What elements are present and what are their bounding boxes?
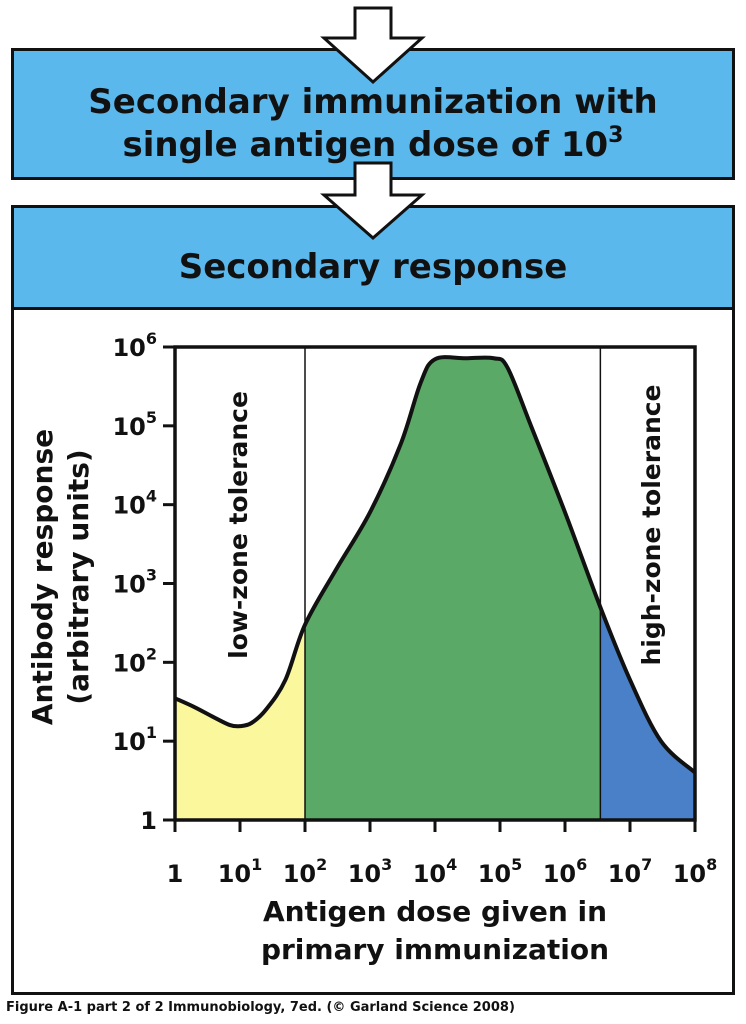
x-tick-label-4-base: 10 — [413, 860, 446, 888]
zones-layer — [175, 357, 695, 820]
y-tick-label-4-base: 10 — [112, 492, 145, 520]
immunization-title-line2-base: single antigen dose of 10 — [122, 125, 609, 165]
chart-svg: 1 101 102 103 104 105 106 107 108110110210310410… — [26, 6, 717, 966]
figure-caption: Figure A-1 part 2 of 2 Immunobiology, 7e… — [6, 1000, 515, 1015]
y-tick-label-3: 103 — [112, 566, 157, 599]
x-tick-label-2: 102 — [283, 855, 328, 888]
x-tick-label-6: 106 — [543, 855, 588, 888]
y-tick-label-3-exponent: 3 — [146, 566, 157, 585]
immunization-title-exponent: 3 — [608, 123, 624, 148]
y-tick-label-4-exponent: 4 — [146, 487, 157, 506]
x-tick-label-3-exponent: 3 — [381, 855, 392, 874]
immunization-title-line1: Secondary immunization with — [88, 82, 658, 122]
y-tick-label-0: 1 — [140, 807, 157, 835]
x-tick-label-1-exponent: 1 — [251, 855, 262, 874]
y-tick-label-6-base: 10 — [112, 334, 145, 362]
y-tick-label-6-exponent: 6 — [146, 329, 157, 348]
x-tick-label-8-base: 10 — [673, 860, 706, 888]
boundary-layer — [304, 347, 602, 820]
x-tick-label-4: 104 — [413, 855, 458, 888]
zone-fill-2 — [305, 357, 601, 820]
x-tick-label-6-exponent: 6 — [576, 855, 587, 874]
down-arrow-middle — [320, 161, 426, 240]
x-tick-label-1: 101 — [218, 855, 263, 888]
y-axis-label-line-2: (arbitrary units) — [62, 449, 95, 704]
y-tick-label-0-base: 1 — [140, 807, 157, 835]
response-curve — [174, 355, 697, 775]
zone-label-3: high-zone tolerance — [637, 384, 666, 665]
y-tick-label-5-base: 10 — [112, 413, 145, 441]
curve-layer — [174, 355, 697, 775]
y-tick-label-4: 104 — [112, 487, 157, 520]
y-tick-label-2-exponent: 2 — [146, 644, 157, 663]
y-tick-label-5: 105 — [112, 408, 157, 441]
x-tick-label-6-base: 10 — [543, 860, 576, 888]
y-axis-label-line-1: Antibody response — [26, 429, 59, 725]
y-tick-label-1-exponent: 1 — [146, 723, 157, 742]
x-tick-label-8-exponent: 8 — [706, 855, 717, 874]
x-tick-label-2-base: 10 — [283, 860, 316, 888]
labels-layer: 1 101 102 103 104 105 106 107 108110110210310410… — [26, 329, 717, 966]
y-tick-label-6: 106 — [112, 329, 157, 362]
x-tick-label-2-exponent: 2 — [316, 855, 327, 874]
y-tick-label-5-exponent: 5 — [146, 408, 157, 427]
x-tick-label-5: 105 — [478, 855, 523, 888]
x-tick-label-7: 107 — [608, 855, 653, 888]
y-tick-label-2-base: 10 — [112, 649, 145, 677]
x-tick-label-0: 1 — [167, 860, 184, 888]
down-arrow-top — [320, 6, 426, 85]
x-tick-label-5-base: 10 — [478, 860, 511, 888]
response-title: Secondary response — [178, 247, 568, 287]
y-tick-label-2: 102 — [112, 644, 157, 677]
axes-layer — [163, 345, 697, 832]
x-tick-label-3-base: 10 — [348, 860, 381, 888]
immunization-title: Secondary immunization with single antig… — [14, 81, 732, 167]
x-axis-label-line-2: primary immunization — [261, 933, 609, 966]
x-tick-label-0-base: 1 — [167, 860, 184, 888]
x-tick-label-3: 103 — [348, 855, 393, 888]
x-tick-label-4-exponent: 4 — [446, 855, 457, 874]
x-tick-label-8: 108 — [673, 855, 718, 888]
y-tick-label-3-base: 10 — [112, 571, 145, 599]
x-tick-label-7-exponent: 7 — [641, 855, 652, 874]
y-tick-label-1: 101 — [112, 723, 157, 756]
immunization-title-line2: single antigen dose of 103 — [14, 124, 732, 167]
zone-label-1: low-zone tolerance — [224, 391, 253, 659]
x-tick-label-7-base: 10 — [608, 860, 641, 888]
x-tick-label-5-exponent: 5 — [511, 855, 522, 874]
y-tick-label-1-base: 10 — [112, 728, 145, 756]
flow-arrows — [320, 6, 426, 240]
x-axis-label-line-1: Antigen dose given in — [263, 895, 607, 928]
x-tick-label-1-base: 10 — [218, 860, 251, 888]
